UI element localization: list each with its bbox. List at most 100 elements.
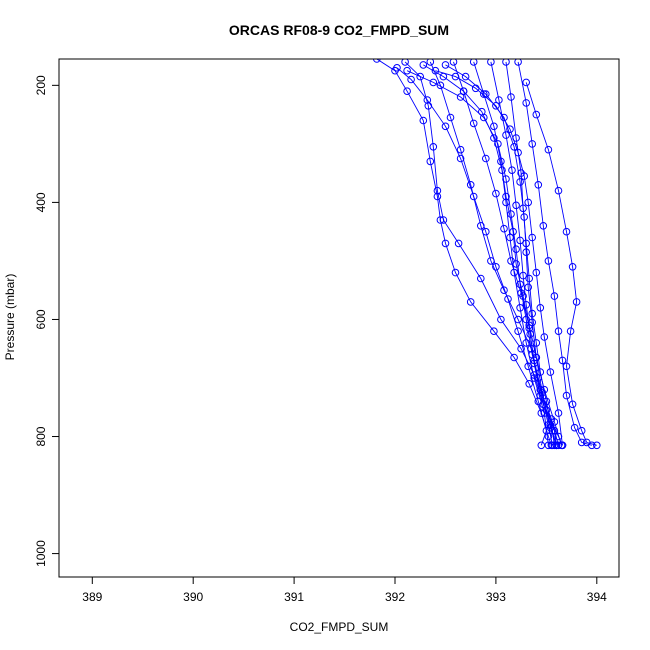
profile-5-point-2 [480,90,488,98]
profile-8-point-3 [528,140,537,148]
x-tick-label-390: 390 [183,590,203,604]
profile-11-point-1 [403,66,411,75]
profile-line-13 [423,64,549,446]
profile-line-11 [406,70,553,446]
profile-9-point-8 [566,327,575,336]
y-tick-label-800: 800 [34,426,48,446]
profile-11-point-8 [512,245,520,253]
profile-9-point-13 [593,441,601,450]
profile-2-point-2 [416,72,425,81]
profile-2-point-4 [429,143,438,151]
profile-13-point-2 [439,72,448,81]
profile-8-point-7 [550,292,559,300]
profile-4-point-5 [492,189,500,198]
profile-14-point-6 [469,192,478,201]
profile-10-point-9 [528,233,537,242]
profile-10-point-8 [524,198,533,207]
profile-8-point-9 [558,356,567,365]
plot-frame [58,58,620,578]
profile-11-point-5 [494,140,502,148]
profile-7-point-13 [550,441,559,450]
profile-10-point-2 [451,72,460,81]
profile-12-point-6 [516,178,524,186]
profile-6-point-4 [508,166,516,174]
y-tick-label-600: 600 [34,309,48,329]
profile-8-point-8 [554,327,563,336]
profile-10-point-7 [520,172,529,180]
profile-14-point-4 [441,122,450,131]
profile-12-point-5 [510,143,518,151]
profile-10-point-13 [546,368,555,376]
profile-8-point-4 [534,181,543,189]
x-tick-label-394: 394 [587,590,607,604]
profile-line-4 [453,61,562,446]
x-tick-label-392: 392 [385,590,405,604]
profile-2-point-1 [401,59,409,66]
profile-6-point-3 [502,131,510,139]
profile-1-point-13 [525,380,534,388]
profile-8-point-11 [570,423,579,432]
profile-8-point-12 [577,438,586,447]
profile-14-point-10 [514,327,522,336]
profile-13-point-1 [419,61,428,69]
profile-4-point-6 [500,224,508,233]
profile-12-point-9 [524,283,533,292]
profile-1-point-8 [441,239,450,248]
profile-9-point-6 [568,263,577,271]
profile-2-point-8 [477,274,485,283]
x-tick-label-393: 393 [486,590,506,604]
profile-6-point-1 [487,59,495,66]
profile-13-point-8 [506,233,514,242]
profile-13-point-14 [544,441,553,450]
profile-line-1 [376,59,552,446]
profile-13-point-12 [530,374,539,382]
profile-11-point-10 [522,315,531,324]
profile-1-point-11 [490,327,498,336]
profile-12-point-8 [522,248,531,256]
profile-13-point-3 [459,87,468,95]
profile-line-14 [396,67,547,446]
profile-10-point-12 [540,333,549,341]
profile-8-point-6 [544,257,553,265]
profile-8-point-5 [539,222,548,230]
profile-3-point-2 [436,81,445,90]
profile-13-point-9 [510,268,518,277]
profile-10-point-11 [536,304,545,312]
profile-14-point-7 [482,227,490,236]
profile-8-point-10 [562,391,571,400]
profile-12-point-11 [532,353,541,362]
profile-9-point-10 [568,400,577,409]
profile-10-point-5 [506,125,514,133]
profile-3-point-8 [500,286,508,295]
profile-6-point-6 [516,236,524,245]
profile-14-point-3 [423,96,432,104]
profile-1-point-4 [419,116,428,125]
profile-12-point-10 [528,318,537,327]
profile-1-point-10 [466,298,475,306]
profile-12-point-2 [461,72,470,81]
profile-14-point-9 [504,295,512,303]
y-axis-label: Pressure (mbar) [3,274,17,361]
profile-9-point-3 [544,145,553,154]
profile-12-point-1 [441,61,450,69]
profile-9-point-12 [582,438,591,447]
profile-2-point-9 [497,315,505,324]
profile-14-point-8 [492,263,500,271]
profile-10-point-1 [431,66,440,75]
profile-line-9 [525,82,597,446]
axes-layer: 389 390 391 392 393 394 200 400 600 800 1000 [34,75,607,604]
profile-14-point-2 [407,75,415,84]
profile-9-point-11 [577,426,586,435]
profile-13-point-7 [502,198,510,207]
x-tick-label-391: 391 [284,590,304,604]
profile-9-point-9 [562,362,571,371]
profile-5-point-1 [469,59,478,66]
profile-1-point-6 [433,192,442,201]
profile-13-point-6 [498,166,506,174]
profile-7-point-1 [502,59,510,66]
profile-14-point-11 [524,362,533,371]
profile-3-point-1 [426,59,435,66]
profile-1-point-5 [426,157,435,166]
profile-9-point-1 [522,78,531,87]
profile-14-point-12 [534,397,543,406]
